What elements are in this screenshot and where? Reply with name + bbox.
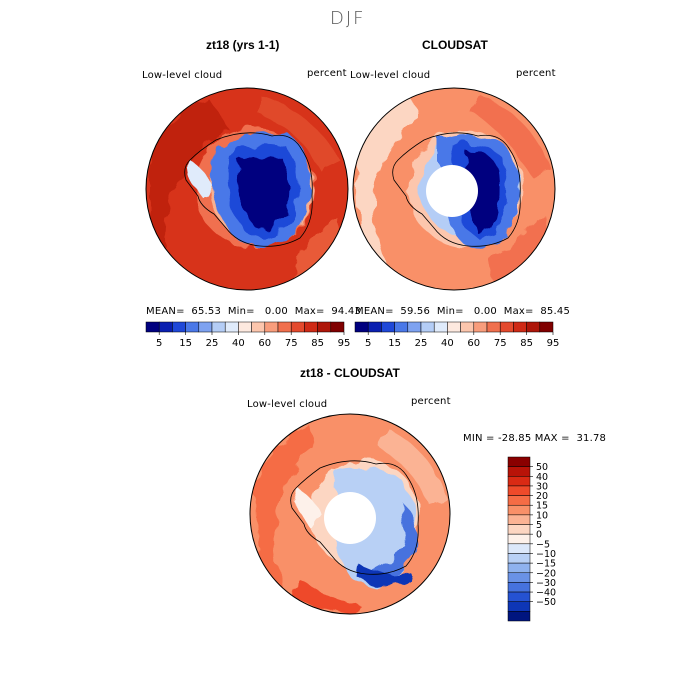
obs-colorbar-box [486,321,501,333]
obs-map [353,88,555,290]
obs-panel-title: CLOUDSAT [422,38,488,52]
diff-colorbar-box [507,476,531,487]
diff-colorbar-tick-label: 40 [536,472,548,483]
obs-colorbar-box [539,321,554,333]
model-colorbar-box [330,321,345,333]
obs-colorbar-tick-label: 85 [520,338,533,349]
diff-colorbar-box [507,611,531,622]
obs-colorbar-tick-label: 15 [388,338,401,349]
model-unit-label: percent [307,68,347,79]
diff-colorbar-box [507,543,531,554]
diff-colorbar-box [507,466,531,477]
obs-colorbar-box [513,321,527,333]
model-colorbar-box [277,321,292,333]
diff-colorbar-box [507,495,531,506]
model-colorbar-box [224,321,239,333]
diff-colorbar-box [507,591,531,602]
obs-colorbar-box [526,321,541,333]
obs-colorbar-box [354,321,369,333]
model-colorbar-box [290,321,305,333]
obs-colorbar-box [420,321,435,333]
diff-unit-label: percent [411,396,451,407]
model-panel-title: zt18 (yrs 1-1) [206,38,280,52]
diff-colorbar-box [507,456,531,467]
model-colorbar-tick-label: 75 [285,338,298,349]
diff-panel-title: zt18 - CLOUDSAT [300,366,400,380]
diff-colorbar-tick-label: 30 [536,481,548,492]
model-colorbar-tick-label: 5 [156,338,162,349]
diff-colorbar-box [507,582,531,593]
obs-colorbar-tick-label: 75 [494,338,507,349]
diff-colorbar-tick-label: −5 [536,539,550,550]
diff-colorbar-box [507,562,531,574]
diff-colorbar-tick-label: −10 [536,549,556,560]
diff-colorbar-tick-label: −15 [536,559,556,570]
model-colorbar-tick-label: 25 [206,338,219,349]
model-colorbar-box [185,321,200,333]
model-colorbar-box [264,321,279,333]
diff-colorbar-tick-label: 20 [536,491,548,502]
model-variable-label: Low-level cloud [142,70,223,81]
model-colorbar-box [145,321,160,333]
model-colorbar-box [304,321,318,333]
diff-colorbar-box [507,504,531,516]
model-map [146,88,348,290]
obs-colorbar-tick-label: 40 [441,338,454,349]
obs-colorbar-box [367,321,382,333]
model-colorbar-box [198,321,213,333]
model-colorbar-box [317,321,332,333]
diff-colorbar-box [507,524,531,535]
model-colorbar-box [251,321,266,333]
model-colorbar: 5 15 25 40 60 75 85 95 [145,321,351,349]
obs-colorbar: 5 15 25 40 60 75 85 95 [354,321,560,349]
diff-variable-label: Low-level cloud [247,399,328,410]
model-colorbar-box [172,321,186,333]
obs-stats: MEAN= 59.56 Min= 0.00 Max= 85.45 [355,306,571,317]
obs-colorbar-box [473,321,488,333]
diff-colorbar-tick-label: 50 [536,462,548,473]
diff-stats: MIN = -28.85 MAX = 31.78 [463,433,607,444]
obs-colorbar-tick-label: 60 [467,338,480,349]
model-colorbar-tick-label: 15 [179,338,192,349]
diff-map [250,414,450,614]
diff-colorbar-box [507,553,531,564]
obs-colorbar-box [407,321,422,333]
model-colorbar-tick-label: 40 [232,338,245,349]
model-colorbar-tick-label: 95 [338,338,351,349]
diff-colorbar-box [507,485,531,496]
model-colorbar-box [158,321,173,333]
diff-colorbar-tick-label: −40 [536,588,556,599]
diff-colorbar-box [507,533,531,545]
diff-colorbar-tick-label: −50 [536,597,556,608]
obs-colorbar-box [460,321,475,333]
obs-variable-label: Low-level cloud [350,70,431,81]
obs-colorbar-box [394,321,409,333]
diff-colorbar-tick-label: −30 [536,578,556,589]
diff-colorbar-box [507,601,531,612]
model-stats: MEAN= 65.53 Min= 0.00 Max= 94.43 [146,306,362,317]
diff-colorbar-tick-label: 10 [536,510,548,521]
obs-colorbar-box [447,321,461,333]
diff-colorbar-box [507,572,531,583]
diff-colorbar-tick-label: −20 [536,568,556,579]
obs-colorbar-box [433,321,448,333]
diff-colorbar-tick-label: 0 [536,530,542,541]
diff-colorbar-tick-label: 5 [536,520,542,531]
model-colorbar-box [238,321,252,333]
obs-colorbar-tick-label: 95 [547,338,560,349]
obs-colorbar-tick-label: 25 [415,338,428,349]
obs-colorbar-tick-label: 5 [365,338,371,349]
model-colorbar-box [211,321,226,333]
diff-colorbar-tick-label: 15 [536,501,548,512]
obs-colorbar-box [381,321,395,333]
model-colorbar-tick-label: 85 [311,338,324,349]
obs-colorbar-box [499,321,514,333]
obs-unit-label: percent [516,68,556,79]
season-title: DJF [330,8,366,29]
model-colorbar-tick-label: 60 [258,338,271,349]
diff-colorbar-box [507,514,531,525]
